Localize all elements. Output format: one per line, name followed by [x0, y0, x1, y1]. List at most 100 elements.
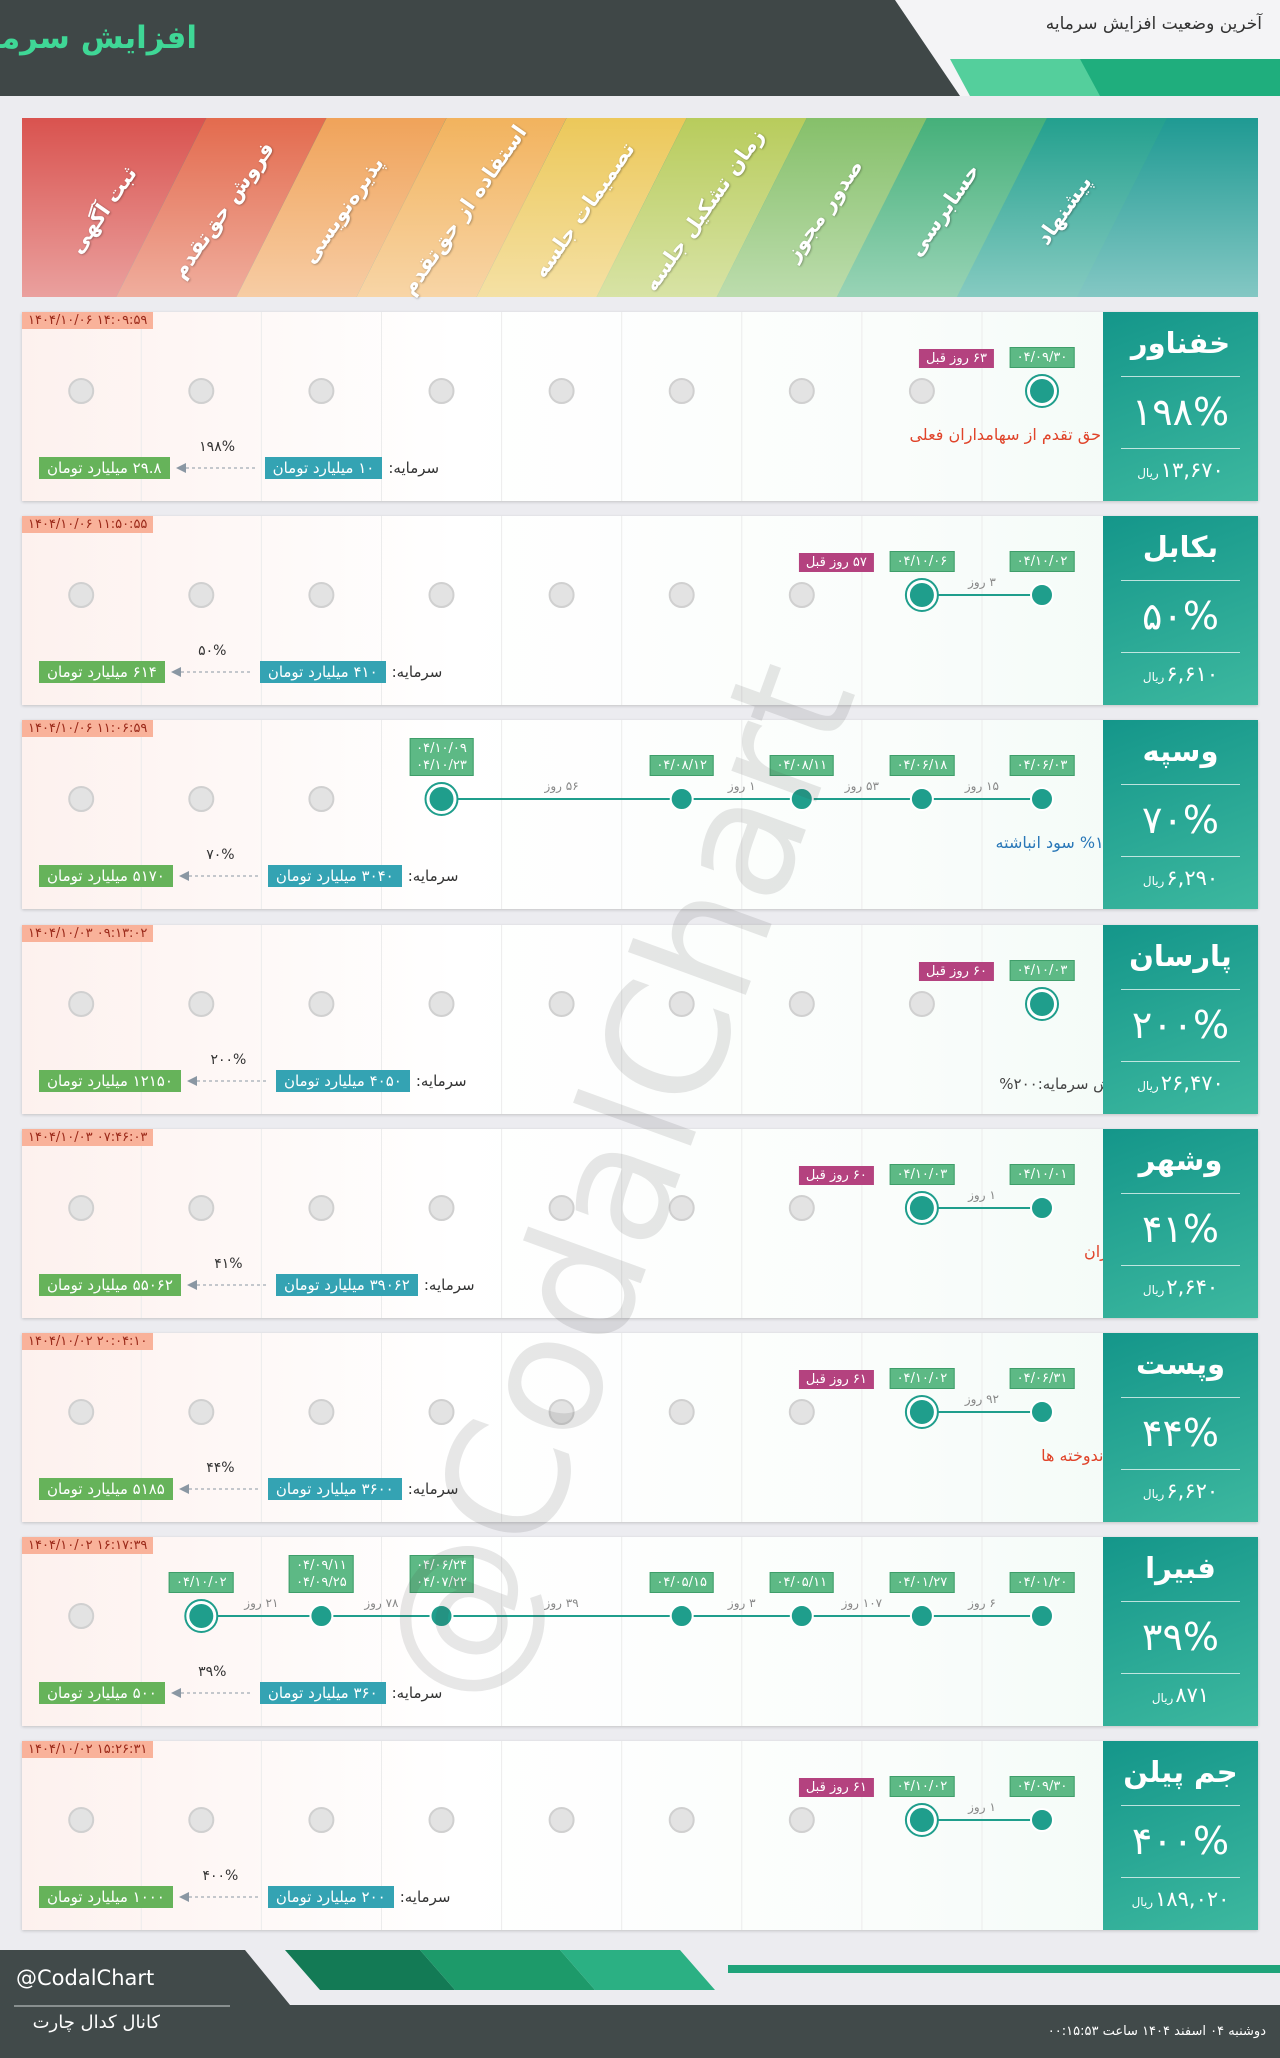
gap-label: ۹۲ روز	[964, 1392, 999, 1407]
price-row: ۶,۲۹۰ ریال	[1103, 866, 1258, 890]
arrow-head	[178, 1892, 189, 1903]
pending-node	[788, 378, 815, 404]
date: ۰۴/۰۸/۱۲	[656, 758, 708, 774]
date: ۰۴/۰۹/۱۱	[296, 1558, 347, 1574]
capital-now: ۳۹۰۶۲ میلیارد تومان	[275, 1273, 418, 1296]
done-node	[1030, 1195, 1054, 1220]
date: ۰۴/۱۰/۰۲	[175, 1575, 227, 1591]
arrow	[186, 1279, 269, 1290]
days-ago-tag: ۵۷ روز قبل	[798, 553, 874, 573]
capital-row: ۵۱۷۰ میلیارد تومان ۷۰% ۳۰۴۰ میلیارد تومان س…	[39, 847, 459, 889]
header-bg	[0, 0, 1280, 96]
capital-change: ۲۰۰%	[210, 1051, 247, 1068]
date: ۰۴/۱۰/۰۹	[416, 741, 467, 757]
timestamp: ۱۴۰۴/۱۰/۰۳ ۰۹:۱۳:۰۲	[22, 924, 154, 942]
price: ۶,۲۹۰	[1166, 866, 1219, 891]
timeline: ۱ روز	[68, 1741, 1054, 1931]
capital-label: سرمایه:	[407, 867, 459, 886]
capital-arrow: ۳۹%	[165, 1664, 260, 1706]
done-node	[1030, 1808, 1054, 1833]
price-row: ۲,۶۴۰ ریال	[1103, 1275, 1258, 1299]
date-tag: ۰۴/۰۶/۰۳	[1009, 755, 1075, 777]
footer-handle: @CodalChart	[16, 1966, 155, 1990]
days-ago-tag: ۶۱ روز قبل	[798, 1778, 874, 1798]
separator	[1121, 1673, 1240, 1675]
separator	[1121, 1264, 1240, 1266]
arrow-head	[175, 463, 186, 473]
price-row: ۶,۶۲۰ ریال	[1103, 1479, 1258, 1503]
company-percent: ۴۱%	[1142, 1206, 1219, 1251]
separator	[1121, 856, 1240, 858]
price-row: ۸۷۱ ریال	[1103, 1683, 1258, 1707]
pending-node	[308, 786, 335, 813]
pending-node	[428, 1399, 455, 1425]
active-node	[909, 583, 934, 608]
pending-node	[548, 582, 575, 609]
date-tag: ۰۴/۱۰/۰۲	[889, 1776, 955, 1798]
date-tag: ۰۴/۱۰/۰۳	[889, 1163, 955, 1185]
gap-label: ۱۰۷ روز	[841, 1596, 883, 1611]
date: ۰۴/۱۰/۰۲	[896, 1779, 948, 1795]
company-percent: ۵۰%	[1142, 594, 1219, 639]
capital-arrow: ۱۹۸%	[170, 439, 265, 481]
currency: ریال	[1142, 670, 1165, 685]
pending-node	[188, 1194, 215, 1221]
date-tag: ۰۴/۰۶/۱۸	[889, 755, 955, 777]
company-name: فبیرا	[1145, 1551, 1216, 1586]
capital-new: ۶۱۴ میلیارد تومان	[39, 661, 165, 684]
date: ۰۴/۰۸/۱۱	[776, 758, 828, 774]
capital-change: ۵۰%	[198, 643, 227, 660]
active-node	[1030, 991, 1054, 1016]
pending-node	[428, 582, 455, 609]
summary-panel: بکابل ۵۰% ۶,۶۱۰ ریال	[1103, 516, 1258, 706]
active-node	[189, 1604, 214, 1629]
capital-change: ۴۱%	[214, 1255, 243, 1272]
currency: ریال	[1142, 1282, 1165, 1297]
company-percent: ۷۰%	[1142, 798, 1219, 843]
capital-new: ۱۲۱۵۰ میلیارد تومان	[39, 1069, 181, 1092]
active-node	[909, 1195, 934, 1220]
pending-node	[428, 990, 455, 1017]
gap-label: ۱ روز	[967, 1188, 996, 1203]
capital-label: سرمایه:	[399, 1888, 451, 1907]
pending-node	[68, 1399, 95, 1425]
price: ۲۶,۴۷۰	[1160, 1070, 1224, 1095]
capital-arrow: ۷۰%	[173, 847, 268, 889]
capital-change: ۷۰%	[206, 847, 235, 864]
arrow-head	[186, 1075, 197, 1086]
days-ago-tag: ۶۰ روز قبل	[798, 1165, 874, 1185]
summary-panel: وسپه ۷۰% ۶,۲۹۰ ریال	[1103, 720, 1258, 910]
company-percent: ۲۰۰%	[1131, 1002, 1230, 1047]
pending-node	[788, 990, 815, 1017]
price-row: ۶,۶۱۰ ریال	[1103, 662, 1258, 686]
date-tag: ۰۴/۰۸/۱۱	[769, 755, 835, 777]
date: ۰۴/۱۰/۰۳	[896, 1166, 948, 1182]
capital-arrow: ۴۰۰%	[173, 1868, 268, 1910]
price: ۱۸۹,۰۲۰	[1155, 1887, 1230, 1912]
date: ۰۴/۰۹/۲۵	[296, 1575, 347, 1591]
date-tag: ۰۴/۱۰/۰۳	[1009, 959, 1075, 981]
separator	[1121, 448, 1240, 449]
company-name: وشهر	[1138, 1142, 1223, 1177]
arrow-head	[170, 1688, 181, 1699]
capital-arrow: ۵۰%	[165, 643, 260, 685]
capital-arrow: ۴۴%	[173, 1460, 268, 1502]
gap-label: ۵۳ روز	[844, 779, 880, 794]
gap-label: ۱۵ روز	[964, 779, 999, 794]
date-tag: ۰۴/۰۵/۱۱	[769, 1572, 835, 1594]
capital-label: سرمایه:	[407, 1480, 459, 1498]
timestamp: ۱۴۰۴/۱۰/۰۶ ۱۱:۵۰:۵۵	[22, 516, 154, 534]
summary-panel: خفناور ۱۹۸% ۱۳,۶۷۰ ریال	[1103, 312, 1258, 501]
stage-header	[22, 118, 1258, 297]
separator	[1121, 1601, 1240, 1603]
done-node	[1030, 1400, 1054, 1424]
capital-change: ۴۰۰%	[202, 1868, 239, 1885]
gap-label: ۵۶ روز	[544, 779, 579, 794]
summary-panel: وشهر ۴۱% ۲,۶۴۰ ریال	[1103, 1128, 1258, 1318]
date-tag: ۰۴/۰۹/۱۱ ۰۴/۰۹/۲۵	[289, 1555, 354, 1594]
timestamp: ۱۴۰۴/۱۰/۰۳ ۰۷:۴۶:۰۳	[22, 1128, 154, 1146]
arrow-head	[178, 871, 189, 882]
date: ۰۴/۱۰/۰۶	[896, 554, 948, 570]
